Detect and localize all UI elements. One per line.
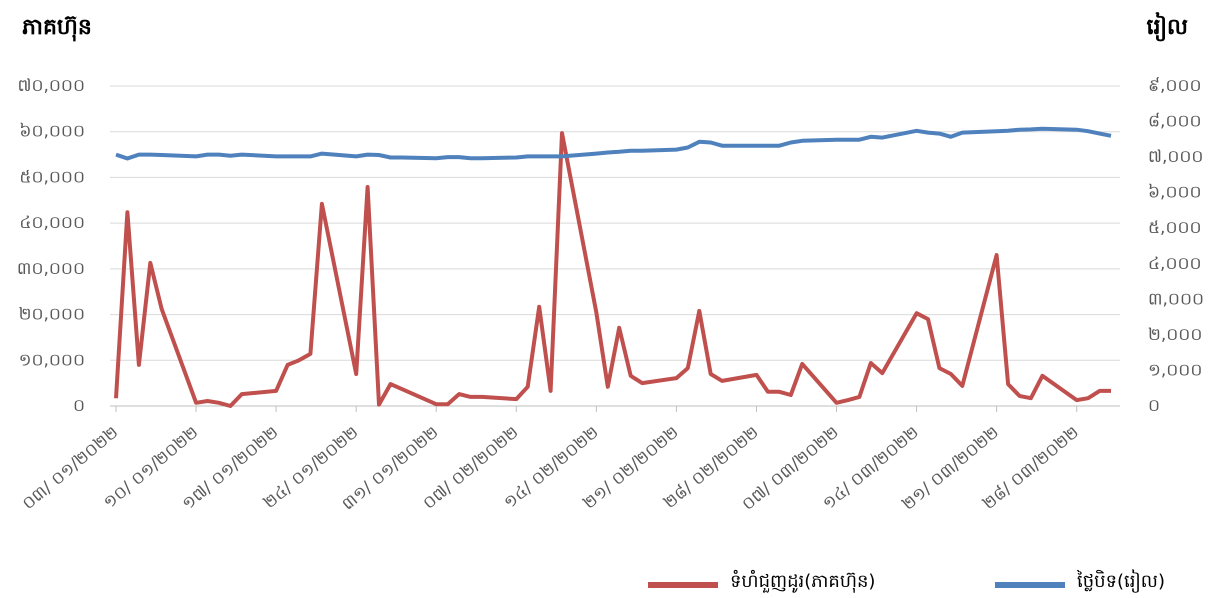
y2-tick-label: ៦,០០០ (1148, 183, 1202, 203)
y2-axis-title: រៀល (1147, 12, 1189, 42)
series-line (115, 126, 1112, 161)
y-tick-label: ០ (73, 396, 85, 416)
y2-tick-label: ៩,០០០ (1148, 76, 1202, 96)
series-line (114, 131, 1111, 408)
y-axis-title: ភាគហ៊ុន (22, 15, 92, 42)
legend-label: ថ្លៃបិទ(រៀល) (1076, 569, 1165, 593)
y2-tick-label: ០ (1148, 396, 1160, 416)
y2-tick-label: ១,០០០ (1148, 360, 1202, 380)
y-tick-label: ៣០,០០០ (17, 259, 85, 279)
y2-tick-label: ២,០០០ (1148, 325, 1202, 345)
y2-tick-label: ៧,០០០ (1148, 147, 1203, 167)
y-tick-label: ១០,០០០ (19, 350, 85, 370)
y-tick-label: ៤០,០០០ (19, 213, 85, 233)
y2-tick-label: ៣,០០០ (1148, 289, 1204, 309)
y-tick-label: ២០,០០០ (19, 305, 85, 325)
y2-tick-label: ៨,០០០ (1148, 112, 1202, 132)
y-tick-label: ៥០,០០០ (19, 167, 85, 187)
y2-tick-label: ៥,០០០ (1148, 218, 1202, 238)
y-tick-label: ៦០,០០០ (19, 122, 85, 142)
y2-tick-label: ៤,០០០ (1148, 254, 1202, 274)
y-tick-label: ៧០,០០០ (18, 76, 86, 96)
legend-label: ទំហំជួញដូរ(ភាគហ៊ុន) (730, 569, 875, 593)
